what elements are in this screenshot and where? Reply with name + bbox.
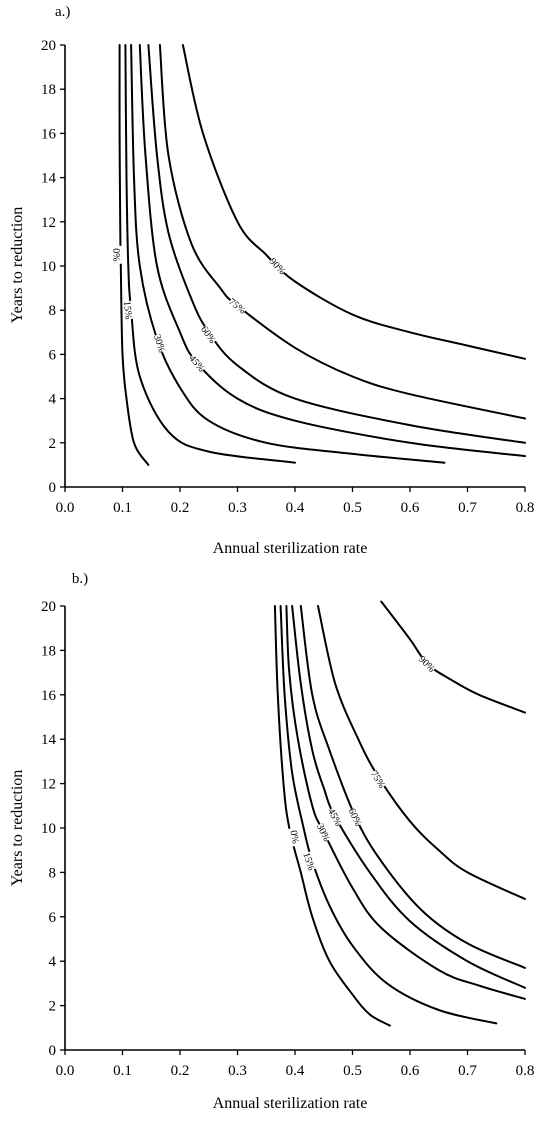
panel-a-contour-0pct (118, 44, 150, 466)
contour-label-background (315, 822, 333, 843)
contour-label-background (347, 806, 364, 828)
panel-a-contour-60pct (147, 44, 526, 444)
panel-a-contour-90pct (181, 44, 526, 360)
panel-b-contour-60pct (299, 605, 526, 969)
panel-a-contour-15pct (124, 44, 296, 464)
panel-b-label: b.) (72, 571, 88, 587)
x-tick-label: 0.3 (228, 1063, 247, 1079)
contour-label-background (288, 827, 302, 847)
panel-b-contour-label-90pct: 90% (416, 654, 437, 675)
panel-a-contour-label-15pct: 15% (121, 301, 134, 320)
panel-b-contour-label-15pct: 15% (300, 851, 316, 872)
contour-label-background (152, 333, 168, 354)
panel-b: b.) Annual sterilization rate Years to r… (9, 571, 534, 1112)
panel-a-contour-30pct (130, 44, 446, 464)
panel-b-contour-30pct (285, 605, 526, 1000)
y-tick-label: 8 (49, 303, 57, 319)
y-tick-label: 2 (49, 999, 57, 1015)
contour-label-background (187, 353, 207, 374)
contour-label-background (199, 324, 219, 345)
y-tick-label: 0 (49, 1043, 57, 1059)
y-tick-label: 20 (41, 599, 56, 615)
panel-a-contour-75pct (158, 44, 526, 420)
panel-b-contour-label-45pct: 45% (325, 807, 343, 828)
x-tick-label: 0.4 (286, 500, 305, 516)
y-tick-label: 16 (41, 126, 57, 142)
y-tick-label: 14 (41, 171, 57, 187)
panel-b-y-axis-title: Years to reduction (9, 770, 26, 887)
x-tick-label: 0.0 (56, 1063, 75, 1079)
x-tick-label: 0.1 (113, 500, 132, 516)
x-tick-label: 0.5 (343, 500, 362, 516)
x-tick-label: 0.6 (401, 500, 420, 516)
x-tick-label: 0.2 (171, 1063, 190, 1079)
y-tick-label: 2 (49, 436, 57, 452)
panel-b-contour-45pct (291, 605, 526, 989)
contour-label-background (267, 256, 288, 276)
x-tick-label: 0.8 (516, 500, 535, 516)
y-tick-label: 4 (49, 392, 57, 408)
panel-b-contour-label-60pct: 60% (346, 807, 364, 828)
x-tick-label: 0.7 (458, 1063, 477, 1079)
y-tick-label: 10 (41, 259, 56, 275)
panel-a-contour-45pct (138, 44, 526, 458)
y-tick-label: 4 (49, 954, 57, 970)
x-tick-label: 0.0 (56, 500, 75, 516)
panel-a-contour-label-0pct: 0% (110, 248, 121, 262)
x-tick-label: 0.8 (516, 1063, 535, 1079)
panel-a-y-axis-title: Years to reduction (9, 207, 26, 324)
y-tick-label: 18 (41, 643, 56, 659)
y-tick-label: 12 (41, 215, 56, 231)
y-tick-label: 14 (41, 732, 57, 748)
panel-b-contour-0pct (273, 605, 391, 1027)
y-tick-label: 12 (41, 777, 56, 793)
panel-b-contour-label-0pct: 0% (287, 829, 300, 844)
panel-b-contour-15pct (279, 605, 498, 1025)
panel-b-contour-75pct (317, 605, 526, 900)
contour-label-background (111, 245, 122, 264)
x-tick-label: 0.4 (286, 1063, 305, 1079)
y-tick-label: 0 (49, 480, 57, 496)
y-tick-label: 6 (49, 910, 57, 926)
contour-label-background (369, 768, 388, 790)
x-tick-label: 0.5 (343, 1063, 362, 1079)
contour-label-background (326, 806, 344, 828)
contour-label-background (227, 296, 248, 316)
contour-label-background (417, 653, 438, 674)
panel-b-contour-90pct (380, 600, 526, 714)
x-tick-label: 0.3 (228, 500, 247, 516)
x-tick-label: 0.1 (113, 1063, 132, 1079)
x-tick-label: 0.2 (171, 500, 190, 516)
y-tick-label: 20 (41, 38, 56, 54)
y-tick-label: 18 (41, 82, 56, 98)
y-tick-label: 10 (41, 821, 56, 837)
panel-b-contour-label-30pct: 30% (314, 822, 332, 843)
contour-label-background (301, 851, 317, 872)
panel-a-label: a.) (55, 4, 70, 20)
y-tick-label: 6 (49, 347, 57, 363)
contour-label-background (122, 300, 135, 320)
panel-a-x-axis-title: Annual sterilization rate (213, 540, 368, 557)
panel-a-contour-label-30pct: 30% (151, 333, 167, 354)
x-tick-label: 0.6 (401, 1063, 420, 1079)
panel-a: a.) Annual sterilization rate Years to r… (9, 4, 534, 557)
y-tick-label: 8 (49, 865, 57, 881)
panel-b-x-axis-title: Annual sterilization rate (213, 1095, 368, 1112)
y-tick-label: 16 (41, 688, 57, 704)
x-tick-label: 0.7 (458, 500, 477, 516)
